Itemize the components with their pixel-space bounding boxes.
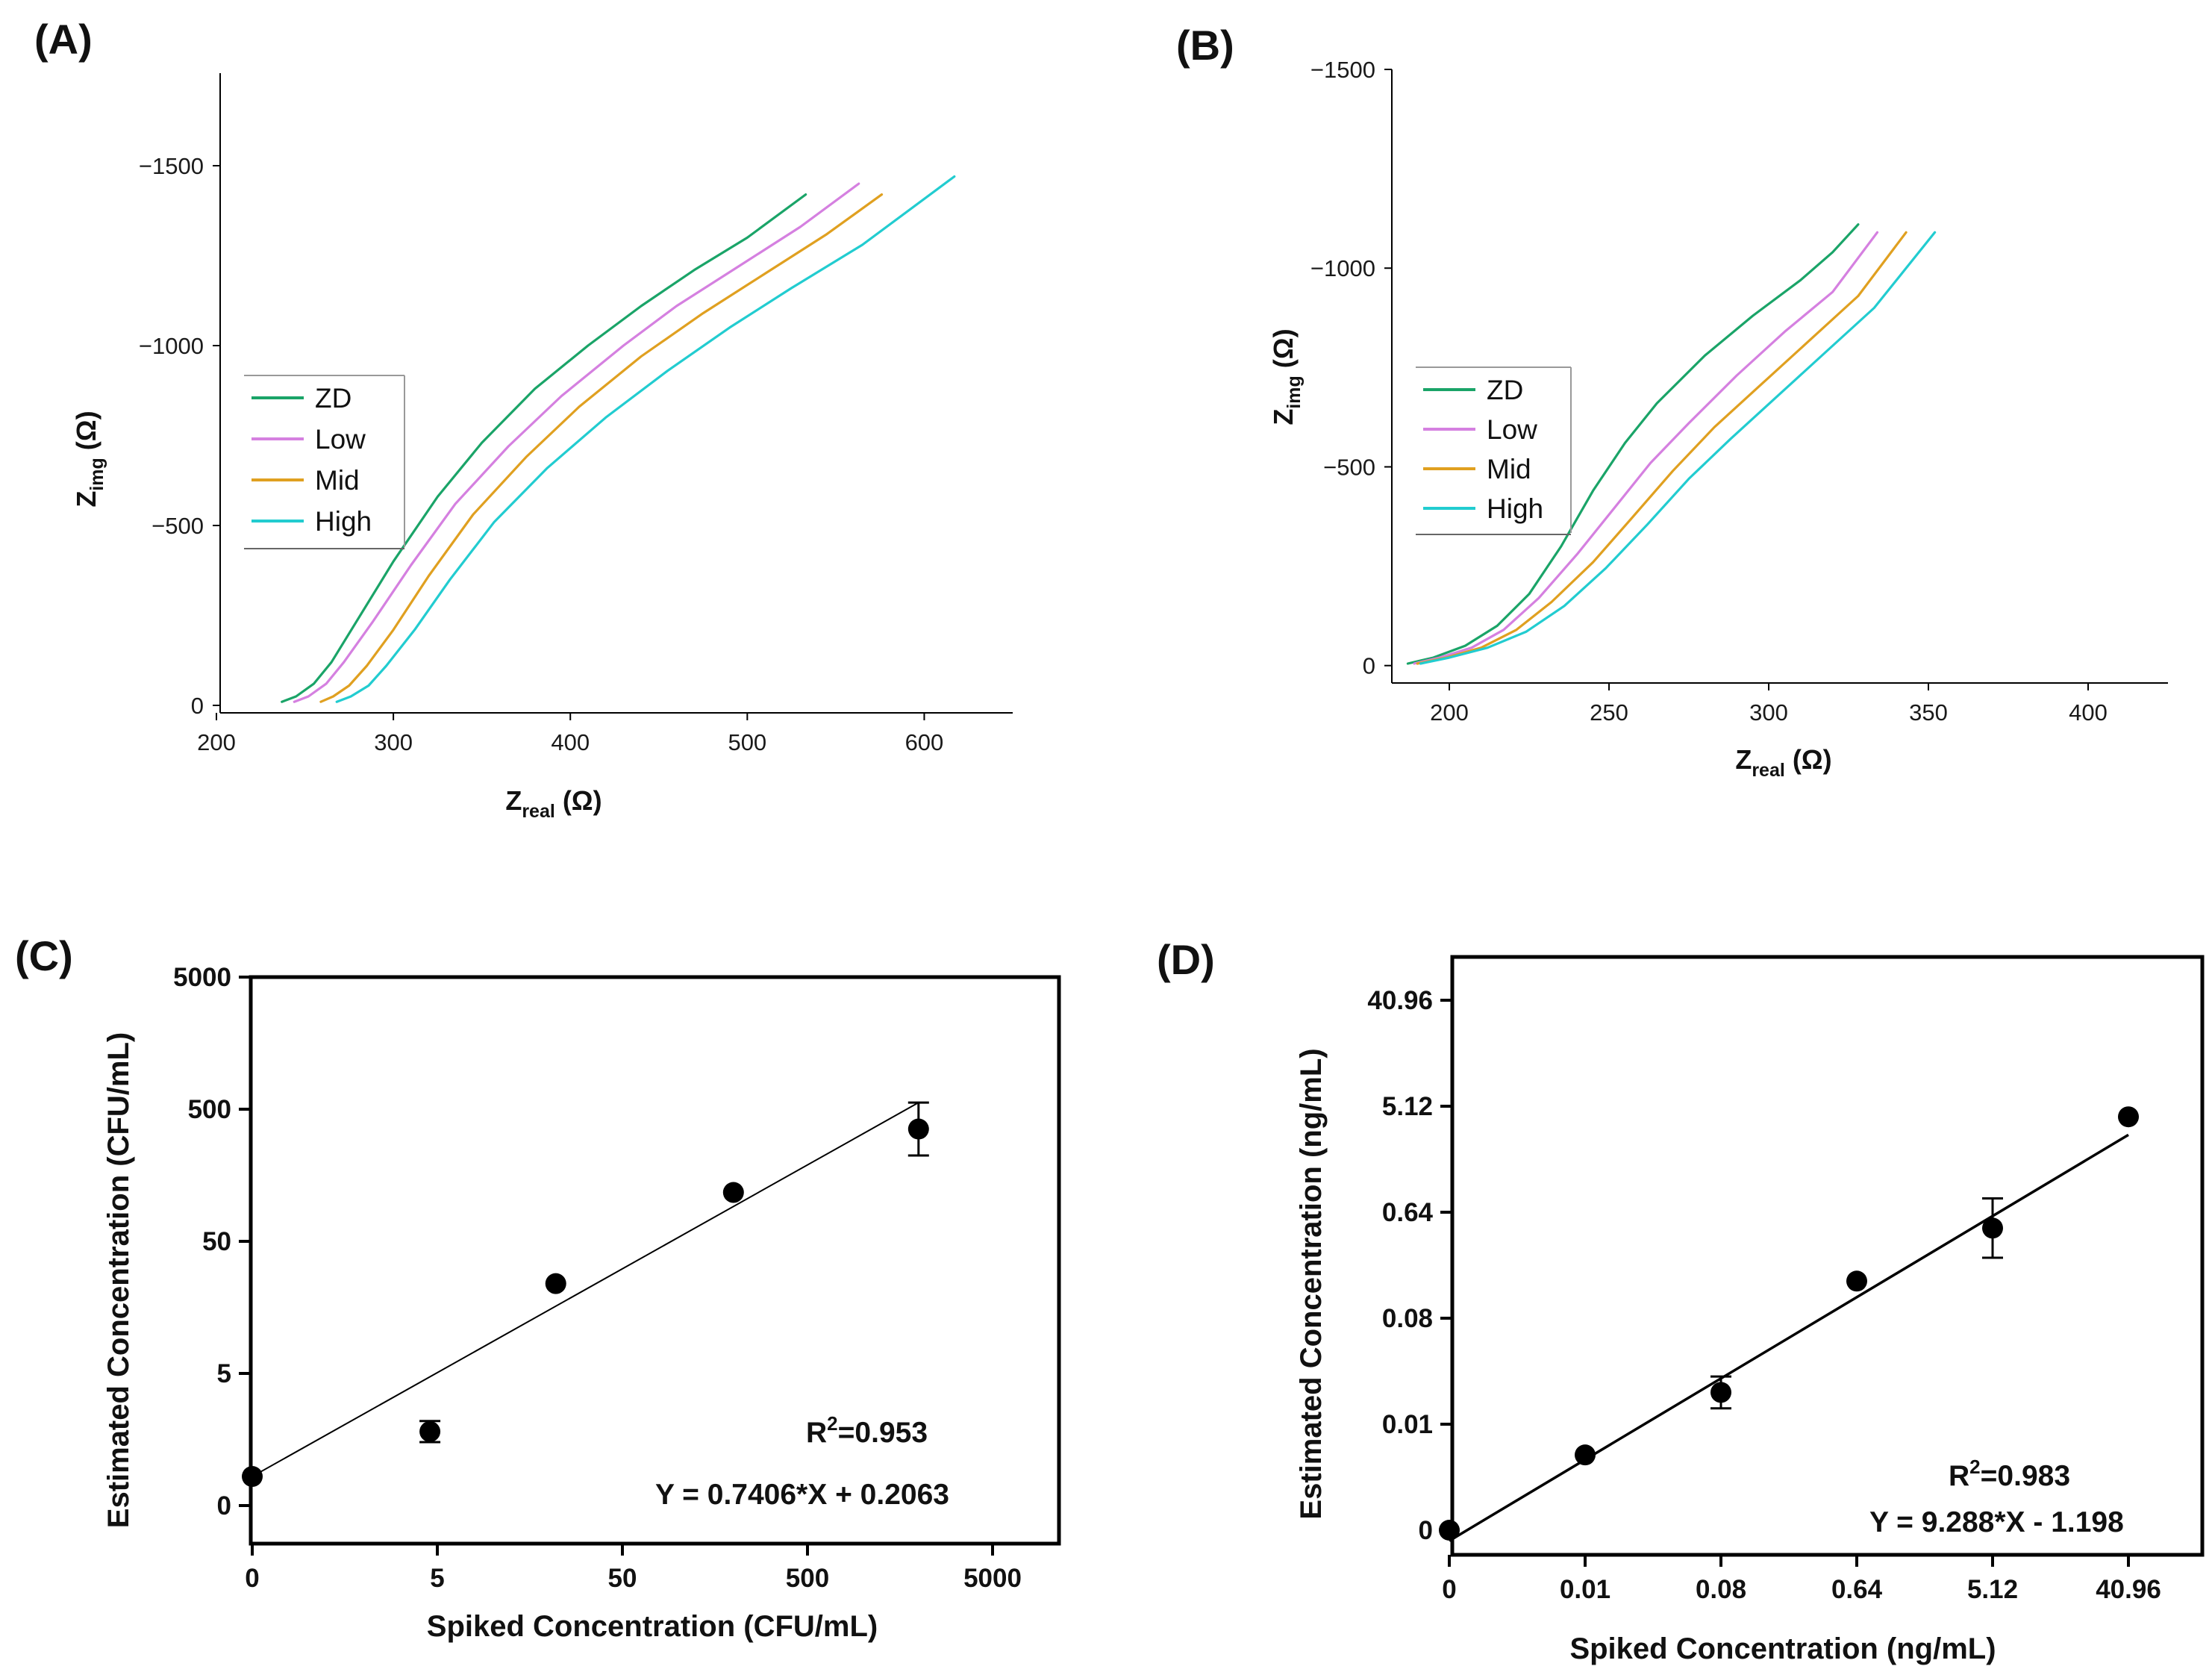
panel-d-plot: 0 0.01 0.08 0.64 5.12 40.96 0 0.01 0.08 0.64 5.12 4… [1367,955,2205,1604]
x-tick-label: 400 [551,729,590,755]
panel-c-frame [249,975,1061,1546]
x-tick-label: 500 [786,1564,829,1593]
panel-c: (C) 0 5 50 500 5000 0 5 50 500 5000 Spiked Concen… [15,932,1061,1643]
legend-label-low: Low [1487,414,1537,445]
panel-c-xlabel: Spiked Concentration (CFU/mL) [427,1610,878,1643]
y-tick-label: −1000 [139,333,204,359]
data-point [2118,1106,2139,1128]
y-tick-label: 500 [188,1095,231,1124]
panel-a-label: (A) [34,16,93,63]
panel-d-r2: R2=0.983 [1949,1456,2070,1492]
x-tick-label: 0.01 [1560,1575,1610,1604]
panel-a-ylabel: Zimg (Ω) [71,411,107,507]
y-tick-label: 0 [191,693,204,719]
fit-line [1449,1133,2129,1542]
panel-a-plot: 200 300 400 500 600 0 −500 −1000 −1500 [139,73,1013,755]
x-tick-label: 400 [2069,699,2108,726]
x-tick-label: 200 [197,729,236,755]
series-line-zd [281,193,807,703]
panel-d: (D) 0 0.01 0.08 0.64 5.12 40.96 0 0.01 0.08 0.64 5… [1157,936,2205,1665]
y-tick-label: −1000 [1310,255,1375,281]
x-tick-label: 0.08 [1696,1575,1746,1604]
y-tick-label: −500 [151,513,204,539]
series-line-low [1413,231,1879,665]
series-line-high [335,175,956,703]
x-tick-label: 5000 [963,1564,1022,1593]
panel-d-equation: Y = 9.288*X - 1.198 [1869,1506,2124,1538]
panel-c-r2: R2=0.953 [806,1412,928,1449]
x-tick-label: 300 [1749,699,1788,726]
panel-a: (A) 200 300 400 500 600 0 −500 −1000 −1500 Zreal… [34,16,1013,822]
x-tick-label: 500 [728,729,766,755]
x-tick-label: 5.12 [1967,1575,2018,1604]
legend-label-low: Low [315,424,366,455]
series-line-zd [1406,223,1860,665]
panel-b-label: (B) [1176,22,1234,69]
data-point [722,1182,744,1203]
panel-c-equation: Y = 0.7406*X + 0.2063 [655,1479,949,1511]
legend-label-mid: Mid [315,465,360,496]
panel-a-xlabel: Zreal (Ω) [505,785,602,822]
y-tick-label: 5000 [173,963,231,992]
y-tick-label: 0 [1363,653,1375,679]
x-tick-label: 600 [905,729,944,755]
y-tick-label: 5 [217,1359,231,1388]
data-point [242,1466,263,1488]
x-tick-label: 250 [1590,699,1628,726]
panel-d-xlabel: Spiked Concentration (ng/mL) [1569,1632,1996,1665]
y-tick-label: 0.64 [1382,1198,1434,1227]
y-tick-label: 0.08 [1382,1304,1433,1333]
data-point [1710,1382,1731,1403]
y-tick-label: 5.12 [1382,1092,1433,1121]
series-line-low [293,182,860,703]
panel-a-legend: ZD Low Mid High [244,375,405,549]
x-tick-label: 0.64 [1831,1575,1883,1604]
series-line-high [1419,231,1937,665]
data-point [545,1273,566,1294]
fit-line [251,1102,919,1477]
legend-label-zd: ZD [1487,375,1523,405]
panel-b: (B) 200 250 300 350 400 0 −500 −1000 −1500 Zreal… [1176,22,2168,781]
legend-label-mid: Mid [1487,454,1531,484]
x-tick-label: 5 [430,1564,444,1593]
x-tick-label: 50 [608,1564,637,1593]
y-tick-label: 40.96 [1367,986,1433,1015]
y-tick-label: 0.01 [1382,1410,1433,1439]
x-tick-label: 40.96 [2096,1575,2161,1604]
y-tick-label: 0 [1419,1516,1433,1545]
data-point [419,1420,441,1442]
data-point [1982,1217,2003,1239]
panel-b-xlabel: Zreal (Ω) [1735,744,1831,781]
y-tick-label: 50 [202,1227,231,1256]
legend-label-zd: ZD [315,383,352,414]
panel-c-plot: 0 5 50 500 5000 0 5 50 500 5000 [173,963,1061,1593]
data-point [1575,1444,1596,1466]
series-line-mid [319,193,884,703]
series-line-mid [1416,231,1908,665]
panel-b-legend: ZD Low Mid High [1416,366,1572,535]
panel-b-ylabel: Zimg (Ω) [1268,328,1305,425]
data-point [1439,1520,1460,1541]
x-tick-label: 200 [1430,699,1469,726]
x-tick-label: 0 [245,1564,259,1593]
legend-label-high: High [1487,493,1543,524]
x-tick-label: 350 [1909,699,1948,726]
panel-c-label: (C) [15,932,73,979]
y-tick-label: −500 [1323,454,1375,480]
x-tick-label: 0 [1442,1575,1456,1604]
y-tick-label: −1500 [139,153,204,179]
legend-label-high: High [315,506,372,537]
data-point [907,1118,929,1140]
panel-d-ylabel: Estimated Concentration (ng/mL) [1295,1048,1328,1519]
y-tick-label: 0 [217,1491,231,1520]
panel-b-plot: 200 250 300 350 400 0 −500 −1000 −1500 [1310,57,2168,726]
panel-d-frame [1450,955,2205,1557]
data-point [1846,1270,1867,1292]
panel-d-label: (D) [1157,936,1215,983]
panel-c-ylabel: Estimated Concentration (CFU/mL) [102,1032,135,1528]
y-tick-label: −1500 [1310,57,1375,83]
x-tick-label: 300 [374,729,413,755]
